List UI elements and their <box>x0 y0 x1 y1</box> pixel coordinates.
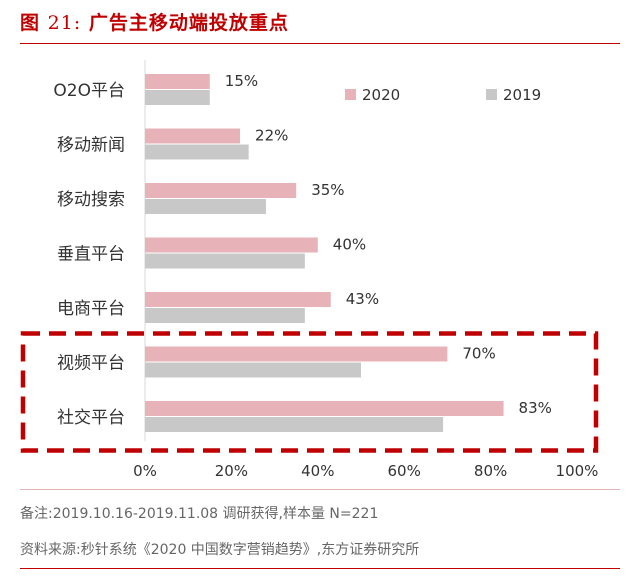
category-label: 垂直平台 <box>57 245 125 265</box>
category-label: O2O平台 <box>53 81 125 101</box>
bar-2019-1 <box>145 144 249 160</box>
category-label: 移动新闻 <box>57 136 125 156</box>
category-label: 社交平台 <box>57 408 125 428</box>
figure-title-text: 广告主移动端投放重点 <box>88 12 289 34</box>
bar-2020-2 <box>145 183 297 198</box>
legend-label-2019: 2019 <box>503 86 541 104</box>
legend-swatch-2019 <box>486 89 497 100</box>
data-label: 15% <box>225 72 258 90</box>
footer-divider <box>20 568 620 569</box>
bar-2019-6 <box>145 417 444 432</box>
x-tick-label: 80% <box>474 462 507 480</box>
bar-2020-5 <box>145 346 448 362</box>
title-divider <box>20 43 620 44</box>
bar-2020-0 <box>145 74 210 89</box>
data-label: 22% <box>255 127 288 145</box>
bar-2020-6 <box>145 401 504 416</box>
bar-2020-3 <box>145 237 318 253</box>
legend-label-2020: 2020 <box>362 86 400 104</box>
bar-2019-0 <box>145 90 210 105</box>
bar-chart: 15% O2O平台 22% 移动新闻 35% 移动搜索 40% 垂直平台 43% 电商平台 70% 视… <box>20 60 599 480</box>
legend-swatch-2020 <box>345 89 356 100</box>
bar-2019-5 <box>145 362 361 378</box>
category-label: 移动搜索 <box>57 190 125 210</box>
sample-note: 备注:2019.10.16-2019.11.08 调研获得,样本量 N=221 <box>20 506 379 522</box>
x-tick-label: 60% <box>388 462 421 480</box>
data-label: 40% <box>333 236 366 254</box>
category-label: 电商平台 <box>57 299 125 319</box>
x-tick-label: 100% <box>556 462 599 480</box>
data-label: 43% <box>346 290 379 308</box>
bar-2020-4 <box>145 292 331 307</box>
bar-2020-1 <box>145 128 241 144</box>
bar-2019-4 <box>145 308 305 323</box>
figure-title-number: 21: <box>47 12 82 34</box>
figure-title: 图 21: 广告主移动端投放重点 <box>20 8 289 35</box>
bar-2019-3 <box>145 253 305 269</box>
x-tick-label: 40% <box>301 462 334 480</box>
figure-title-prefix: 图 <box>20 12 41 34</box>
x-tick-label: 0% <box>133 462 157 480</box>
note-divider <box>20 489 620 490</box>
category-label: 视频平台 <box>57 354 125 374</box>
data-source: 资料来源:秒针系统《2020 中国数字营销趋势》,东方证券研究所 <box>20 542 420 558</box>
x-tick-label: 20% <box>215 462 248 480</box>
data-label: 83% <box>519 399 552 417</box>
highlight-box <box>20 331 599 453</box>
bar-2019-2 <box>145 199 266 214</box>
data-label: 35% <box>311 181 344 199</box>
data-label: 70% <box>462 345 495 363</box>
